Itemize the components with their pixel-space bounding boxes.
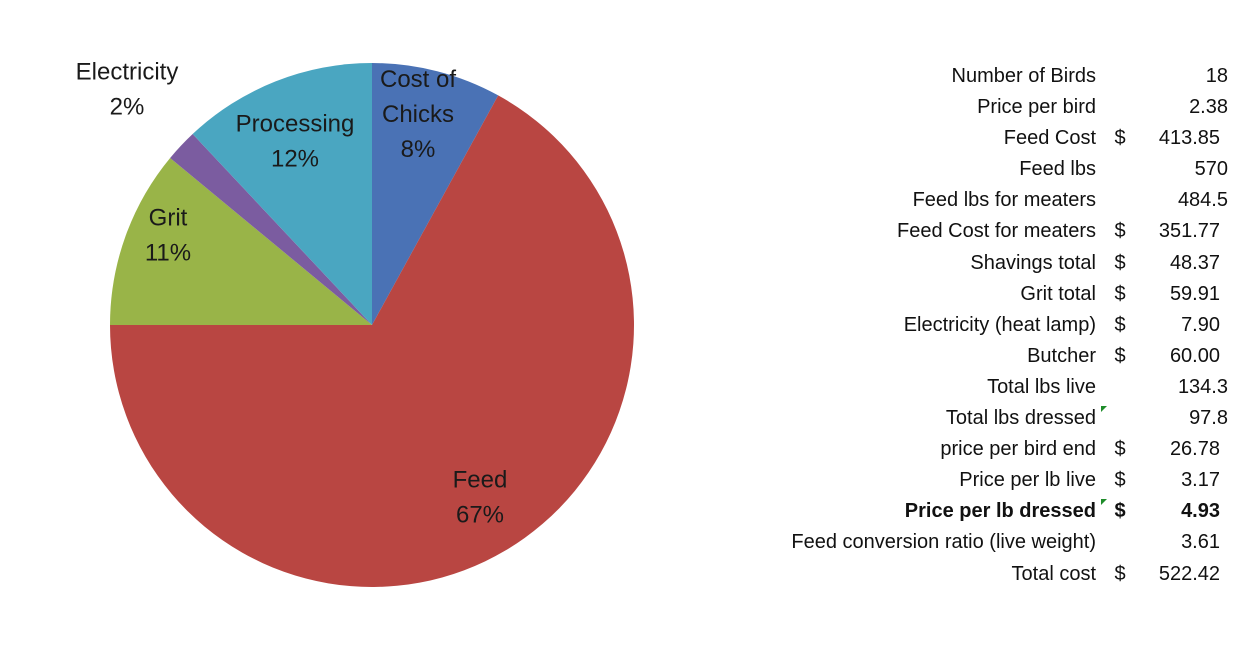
table-row: Feed conversion ratio (live weight) 3.61 [740,527,1233,558]
row-label: Total lbs live [987,375,1096,398]
row-currency: $ [1114,500,1126,523]
row-label: Grit total [1020,282,1096,305]
table-row: Feed Cost $ 413.85 [740,123,1233,154]
row-label: Price per bird [977,96,1096,119]
table-row: Total lbs live 134.3 [740,372,1233,403]
slice-label: Feed 67% [453,467,508,529]
row-currency: $ [1114,251,1126,274]
table-row: Shavings total $ 48.37 [740,248,1233,279]
row-value: 2.38 [1189,96,1228,119]
table-row: Feed lbs 570 [740,154,1233,185]
row-currency: $ [1114,313,1126,336]
row-label: Total cost [1011,562,1096,585]
pie-slice [110,157,372,325]
row-label: Feed Cost for meaters [897,220,1096,243]
slice-label: Processing 12% [236,111,355,173]
row-label: Feed Cost [1003,127,1096,150]
table-row: Feed lbs for meaters 484.5 [740,185,1233,216]
table-row: Number of Birds 18 [740,61,1233,92]
row-value: 97.8 [1189,407,1228,430]
pie-slice [170,134,372,325]
slice-label: Grit 11% [145,205,191,267]
row-value: 134.3 [1177,375,1228,398]
row-value: 48.37 [1169,251,1220,274]
table-row: Grit total $ 59.91 [740,279,1233,310]
row-label: Feed lbs [1019,158,1096,181]
row-label: Total lbs dressed [945,407,1096,430]
row-currency: $ [1114,282,1126,305]
row-currency: $ [1114,220,1126,243]
slice-label: Cost of Chicks 8% [380,66,456,163]
row-value: 18 [1205,65,1228,87]
row-currency: $ [1114,562,1126,585]
table-row-highlight: Price per lb dressed $ 4.93 [740,496,1233,527]
pie-slice [372,63,499,325]
row-value: 3.17 [1181,469,1220,492]
table-row: Price per bird 2.38 [740,92,1233,123]
table-row: price per bird end $ 26.78 [740,434,1233,465]
row-currency: $ [1114,469,1126,492]
row-value: 522.42 [1158,562,1220,585]
row-label: Price per lb dressed [904,500,1096,523]
row-label: price per bird end [940,438,1096,461]
cost-summary-table: Number of Birds 18 Price per bird 2.38 F… [740,61,1233,590]
row-label: Electricity (heat lamp) [903,313,1096,336]
row-value: 413.85 [1158,127,1220,150]
row-value: 4.93 [1181,500,1220,523]
table-row: Price per lb live $ 3.17 [740,465,1233,496]
table-row: Total cost $ 522.42 [740,559,1233,590]
row-currency: $ [1114,344,1126,367]
table-row: Electricity (heat lamp) $ 7.90 [740,310,1233,341]
row-value: 3.61 [1181,531,1220,554]
row-currency: $ [1114,127,1126,150]
row-label: Feed conversion ratio (live weight) [791,531,1096,554]
row-label: Price per lb live [959,469,1096,492]
comment-marker-icon[interactable] [1101,406,1107,413]
row-label: Feed lbs for meaters [912,189,1096,212]
pie-slice [110,95,635,588]
table-row: Butcher $ 60.00 [740,341,1233,372]
row-value: 60.00 [1169,344,1220,367]
slice-label: Electricity 2% [76,59,179,121]
table-row: Total lbs dressed 97.8 [740,403,1233,434]
pie-chart: Cost of Chicks 8% Feed 67% Grit 11% Electricity… [76,59,635,588]
row-label: Shavings total [970,251,1096,274]
row-value: 7.90 [1181,313,1220,336]
row-currency: $ [1114,438,1126,461]
row-value: 484.5 [1177,189,1228,212]
row-label: Butcher [1027,344,1096,367]
row-value: 26.78 [1169,438,1220,461]
row-value: 351.77 [1158,220,1220,243]
table-row: Feed Cost for meaters $ 351.77 [740,216,1233,247]
row-value: 59.91 [1169,282,1220,305]
row-label: Number of Birds [951,65,1097,87]
row-value: 570 [1194,158,1228,181]
comment-marker-icon[interactable] [1101,499,1107,506]
pie-slice [192,63,372,325]
